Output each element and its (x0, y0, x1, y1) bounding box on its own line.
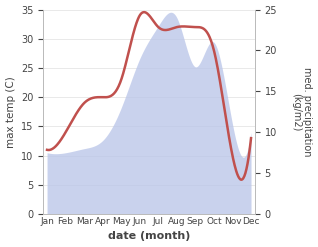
Y-axis label: max temp (C): max temp (C) (5, 76, 16, 148)
Y-axis label: med. precipitation
(kg/m2): med. precipitation (kg/m2) (291, 67, 313, 157)
X-axis label: date (month): date (month) (108, 231, 190, 242)
